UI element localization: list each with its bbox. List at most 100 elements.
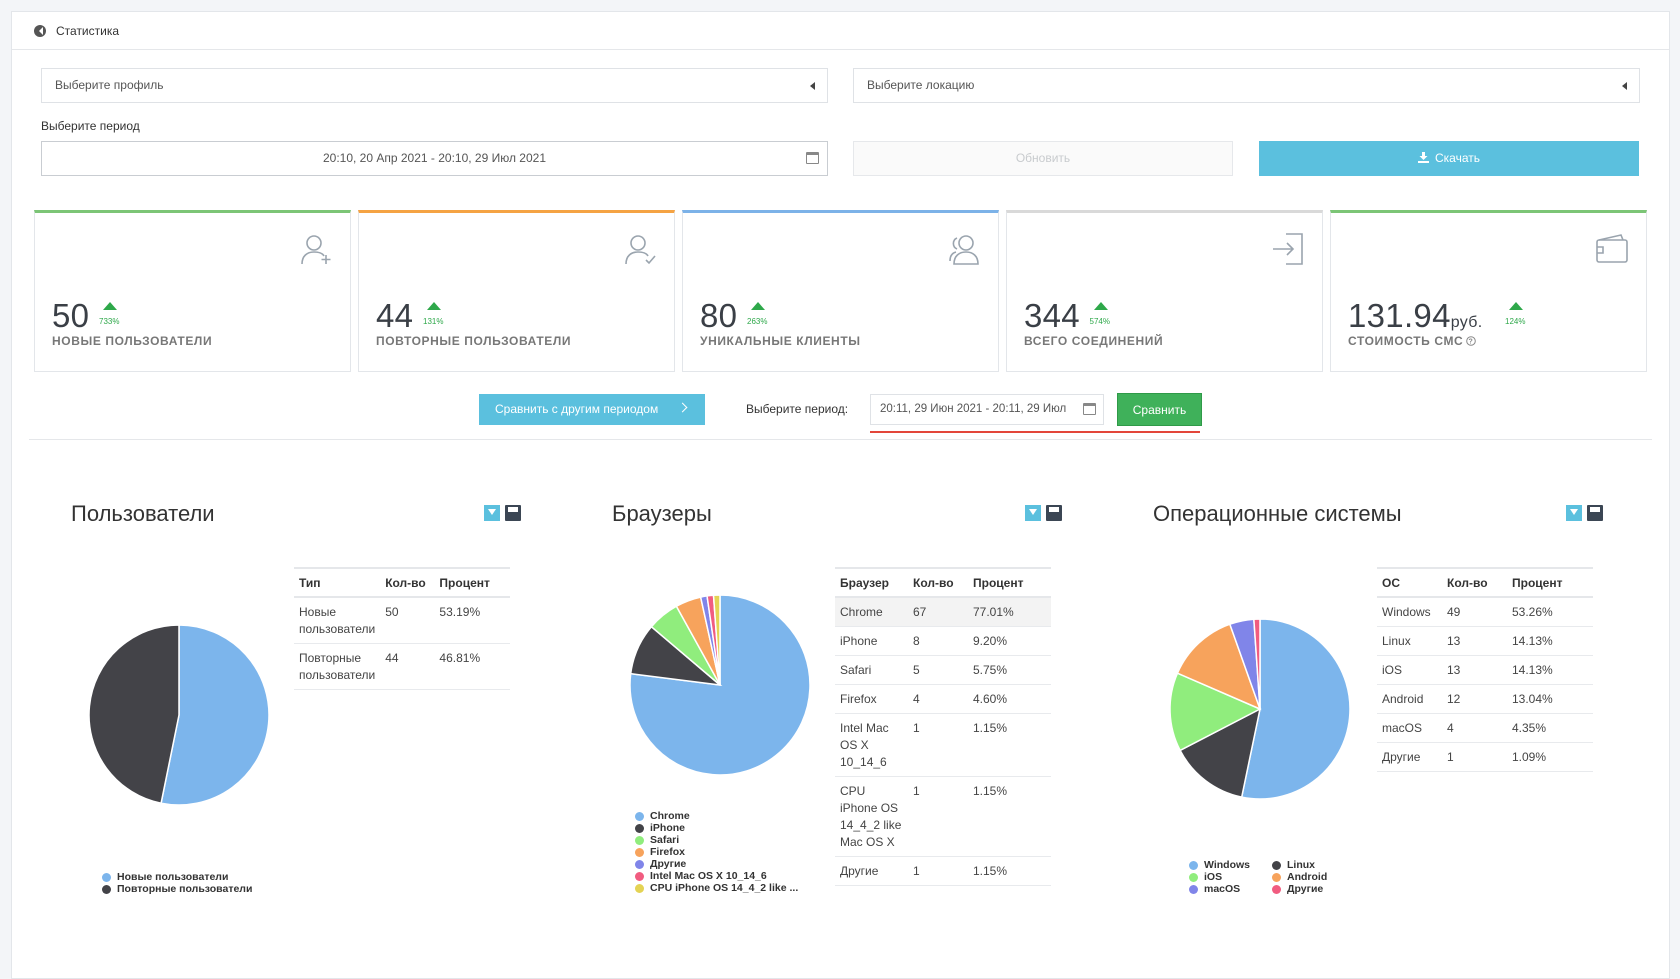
stat-card: 50 733% НОВЫЕ ПОЛЬЗОВАТЕЛИ (34, 210, 351, 372)
table-row: iOS 13 14.13% (1377, 655, 1593, 685)
column-header: Тип (294, 567, 381, 598)
column-header: Процент (1507, 567, 1593, 598)
legend-item[interactable]: Intel Mac OS X 10_14_6 (635, 870, 798, 882)
legend-item[interactable]: macOS (1189, 883, 1272, 895)
stat-value: 50 (52, 297, 89, 335)
compare-period-input[interactable]: 20:11, 29 Июн 2021 - 20:11, 29 Июл (870, 394, 1104, 425)
table-cell: 1.15% (968, 713, 1051, 777)
stat-number: 50 (52, 297, 90, 334)
download-icon[interactable] (484, 505, 500, 521)
users-icon (949, 235, 979, 265)
pie-slice[interactable] (712, 594, 721, 686)
table-cell: 8 (908, 626, 968, 656)
legend-item[interactable]: Новые пользователи (102, 871, 252, 883)
legend-item[interactable]: CPU iPhone OS 14_4_2 like ... (635, 882, 798, 894)
trend-percent: 574% (1089, 317, 1110, 326)
legend-item[interactable]: Android (1272, 871, 1327, 883)
table-header: Тип Кол-во Процент (294, 567, 510, 598)
refresh-button[interactable]: Обновить (853, 141, 1233, 176)
legend-item[interactable]: iOS (1189, 871, 1272, 883)
browsers-section-title: Браузеры (612, 501, 712, 526)
table-row: Windows 49 53.26% (1377, 597, 1593, 627)
stat-card: 344 574% ВСЕГО СОЕДИНЕНИЙ (1006, 210, 1323, 372)
profile-select-placeholder: Выберите профиль (55, 78, 164, 92)
caret-left-icon (1622, 82, 1627, 90)
stat-number: 131.94 (1348, 297, 1451, 334)
legend-item[interactable]: Firefox (635, 846, 798, 858)
legend-dot (635, 847, 644, 857)
column-header: Кол-во (1442, 567, 1507, 598)
os-tools (1566, 505, 1603, 521)
table-row: Другие 1 1.09% (1377, 742, 1593, 772)
table-cell: 1.15% (968, 856, 1051, 886)
compare-period-button[interactable]: Сравнить с другим периодом (479, 394, 705, 425)
save-icon[interactable] (505, 505, 521, 521)
legend-item[interactable]: Windows (1189, 859, 1272, 871)
back-icon[interactable] (34, 24, 46, 37)
table-cell: CPU iPhone OS 14_4_2 like Mac OS X (835, 776, 908, 857)
svg-text:?: ? (1469, 339, 1474, 346)
table-cell: iOS (1377, 655, 1442, 685)
trend-percent: 124% (1505, 317, 1526, 326)
column-header: Кол-во (908, 567, 968, 598)
legend-item[interactable]: Chrome (635, 810, 798, 822)
legend-dot (1189, 860, 1198, 870)
help-icon[interactable]: ? (1466, 336, 1477, 346)
save-icon[interactable] (1046, 505, 1062, 521)
stat-value: 131.94руб. (1348, 297, 1482, 335)
pie-slice[interactable] (1240, 618, 1351, 800)
legend-item[interactable]: Safari (635, 834, 798, 846)
pie-slice[interactable] (1176, 623, 1262, 711)
pie-slice[interactable] (88, 624, 180, 805)
table-cell: Другие (1377, 742, 1442, 772)
browsers-legend: Chrome iPhone Safari Firefox Другие Intel Mac… (635, 810, 798, 894)
download-icon[interactable] (1566, 505, 1582, 521)
table-cell: 1.09% (1507, 742, 1593, 772)
profile-select[interactable]: Выберите профиль (41, 68, 828, 103)
legend-item[interactable]: iPhone (635, 822, 798, 834)
download-icon[interactable] (1025, 505, 1041, 521)
table-cell: Другие (835, 856, 908, 886)
table-cell: 67 (908, 597, 968, 627)
trend-percent: 131% (423, 317, 444, 326)
stat-value: 44 (376, 297, 413, 335)
table-header: Браузер Кол-во Процент (835, 567, 1051, 598)
compare-period-label: Сравнить с другим периодом (495, 402, 659, 416)
trend-up-icon (1509, 302, 1523, 310)
pie-slice[interactable] (160, 624, 270, 806)
os-pie-chart (1169, 618, 1351, 800)
legend-dot (1272, 860, 1281, 870)
legend-label: Другие (650, 858, 687, 870)
calendar-icon (1083, 403, 1096, 415)
table-cell: 5.75% (968, 655, 1051, 685)
save-icon[interactable] (1587, 505, 1603, 521)
legend-item[interactable]: Другие (635, 858, 798, 870)
trend-percent: 733% (99, 317, 120, 326)
panel-header: Статистика (12, 12, 1669, 50)
location-select[interactable]: Выберите локацию (853, 68, 1640, 103)
download-button[interactable]: Скачать (1259, 141, 1639, 176)
users-table: Тип Кол-во Процент Новые пользователи 50 53.1… (294, 567, 510, 690)
legend-dot (635, 811, 644, 821)
period-input[interactable]: 20:10, 20 Апр 2021 - 20:10, 29 Июл 2021 (41, 141, 828, 176)
table-row: Linux 13 14.13% (1377, 626, 1593, 656)
table-cell: 12 (1442, 684, 1507, 714)
trend-up-icon (751, 302, 765, 310)
legend-dot (635, 859, 644, 869)
legend-item[interactable]: Linux (1272, 859, 1327, 871)
os-table: ОС Кол-во Процент Windows 49 53.26% Linux 13 14.… (1377, 567, 1593, 772)
stat-number: 344 (1024, 297, 1080, 334)
pie-slice[interactable] (1169, 672, 1262, 752)
pie-slice[interactable] (1253, 618, 1261, 710)
legend-item[interactable]: Повторные пользователи (102, 883, 252, 895)
table-cell: 13.04% (1507, 684, 1593, 714)
table-cell: Повторные пользователи (294, 643, 381, 690)
pie-slice[interactable] (1179, 707, 1262, 799)
compare-submit-button[interactable]: Сравнить (1117, 393, 1202, 426)
wallet-icon (1596, 234, 1628, 263)
table-row: Safari 5 5.75% (835, 655, 1051, 685)
legend-dot (102, 872, 111, 882)
os-section-title: Операционные системы (1153, 501, 1402, 526)
legend-item[interactable]: Другие (1272, 883, 1327, 895)
location-select-placeholder: Выберите локацию (867, 78, 975, 92)
